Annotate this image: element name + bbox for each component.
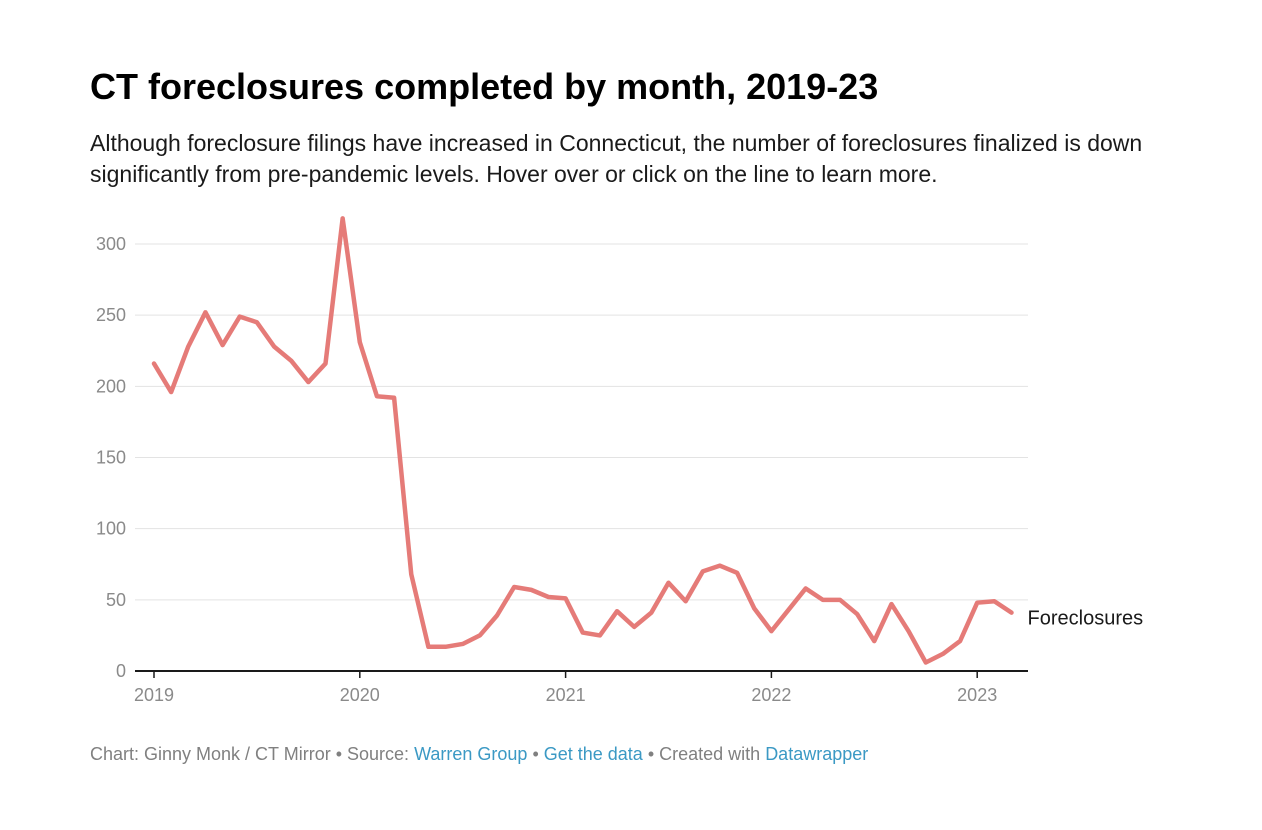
data-point-2021-11[interactable]	[733, 569, 741, 577]
data-point-2020-04[interactable]	[407, 570, 415, 578]
data-point-2023-03[interactable]	[1008, 609, 1016, 617]
series-line-foreclosures[interactable]	[151, 216, 1014, 665]
series-label: Foreclosures	[1028, 608, 1144, 630]
datawrapper-link[interactable]: Datawrapper	[765, 744, 869, 764]
data-point-2019-10[interactable]	[304, 378, 312, 386]
data-point-2019-08[interactable]	[270, 342, 278, 350]
data-point-2020-03[interactable]	[390, 394, 398, 402]
get-the-data-link[interactable]: Get the data	[543, 744, 643, 764]
data-point-2022-08[interactable]	[887, 600, 895, 608]
footer-separator: •	[527, 744, 544, 764]
series-layer[interactable]: Foreclosures	[150, 214, 1143, 666]
data-point-2022-12[interactable]	[956, 637, 964, 645]
y-axis-tick-labels: 0 50 100 150 200 250 300	[96, 234, 126, 681]
data-point-2022-05[interactable]	[836, 596, 844, 604]
x-axis-ticks: 2019 2020 2021 2022 2023	[134, 671, 997, 705]
y-tick-label-50: 50	[106, 590, 126, 610]
data-point-2020-09[interactable]	[493, 611, 501, 619]
data-point-2020-06[interactable]	[442, 643, 450, 651]
data-point-2019-11[interactable]	[322, 360, 330, 368]
x-tick-label-2022: 2022	[751, 685, 791, 705]
data-point-2021-09[interactable]	[699, 567, 707, 575]
data-point-2021-07[interactable]	[665, 579, 673, 587]
data-point-2023-01[interactable]	[973, 599, 981, 607]
data-point-2022-11[interactable]	[939, 650, 947, 658]
data-point-2022-09[interactable]	[905, 627, 913, 635]
data-point-2021-08[interactable]	[682, 597, 690, 605]
data-point-2019-01[interactable]	[150, 360, 158, 368]
data-point-2019-05[interactable]	[219, 341, 227, 349]
data-point-2022-03[interactable]	[802, 584, 810, 592]
y-tick-label-150: 150	[96, 448, 126, 468]
data-point-2021-03[interactable]	[596, 631, 604, 639]
data-point-2022-04[interactable]	[819, 596, 827, 604]
data-point-2022-07[interactable]	[870, 637, 878, 645]
data-point-2020-02[interactable]	[373, 392, 381, 400]
data-point-2020-07[interactable]	[459, 640, 467, 648]
x-tick-label-2020: 2020	[340, 685, 380, 705]
footer-created-with: • Created with	[642, 744, 766, 764]
data-point-2021-04[interactable]	[613, 607, 621, 615]
chart-footer: Chart: Ginny Monk / CT Mirror • Source: …	[90, 742, 868, 766]
data-point-2021-05[interactable]	[630, 623, 638, 631]
chart-title: CT foreclosures completed by month, 2019…	[90, 66, 879, 107]
x-tick-label-2023: 2023	[957, 685, 997, 705]
data-point-2022-01[interactable]	[767, 627, 775, 635]
data-point-2019-12[interactable]	[339, 214, 347, 222]
source-link[interactable]: Warren Group	[414, 744, 528, 764]
data-point-2019-02[interactable]	[167, 388, 175, 396]
data-point-2020-10[interactable]	[510, 583, 518, 591]
data-point-2019-03[interactable]	[184, 342, 192, 350]
data-point-2019-06[interactable]	[236, 313, 244, 321]
data-point-2020-01[interactable]	[356, 338, 364, 346]
data-point-2023-02[interactable]	[990, 597, 998, 605]
chart-subtitle: Although foreclosure filings have increa…	[90, 130, 1143, 187]
y-tick-label-200: 200	[96, 376, 126, 396]
data-point-2019-09[interactable]	[287, 357, 295, 365]
data-point-2022-10[interactable]	[922, 658, 930, 666]
data-point-2021-06[interactable]	[647, 609, 655, 617]
data-point-2022-06[interactable]	[853, 610, 861, 618]
x-tick-label-2021: 2021	[546, 685, 586, 705]
data-point-2022-02[interactable]	[785, 606, 793, 614]
x-tick-label-2019: 2019	[134, 685, 174, 705]
data-point-2021-10[interactable]	[716, 562, 724, 570]
data-point-2020-12[interactable]	[544, 593, 552, 601]
data-point-2019-07[interactable]	[253, 318, 261, 326]
y-tick-label-100: 100	[96, 519, 126, 539]
y-tick-label-0: 0	[116, 661, 126, 681]
data-point-2020-11[interactable]	[527, 586, 535, 594]
gridlines	[135, 243, 1028, 601]
footer-credit: Chart: Ginny Monk / CT Mirror • Source:	[90, 744, 415, 764]
data-point-2020-05[interactable]	[424, 643, 432, 651]
data-point-2021-01[interactable]	[562, 594, 570, 602]
y-tick-label-300: 300	[96, 234, 126, 254]
y-tick-label-250: 250	[96, 305, 126, 325]
data-point-2019-04[interactable]	[201, 308, 209, 316]
data-point-2021-12[interactable]	[750, 604, 758, 612]
data-point-2020-08[interactable]	[476, 631, 484, 639]
data-point-2021-02[interactable]	[579, 629, 587, 637]
